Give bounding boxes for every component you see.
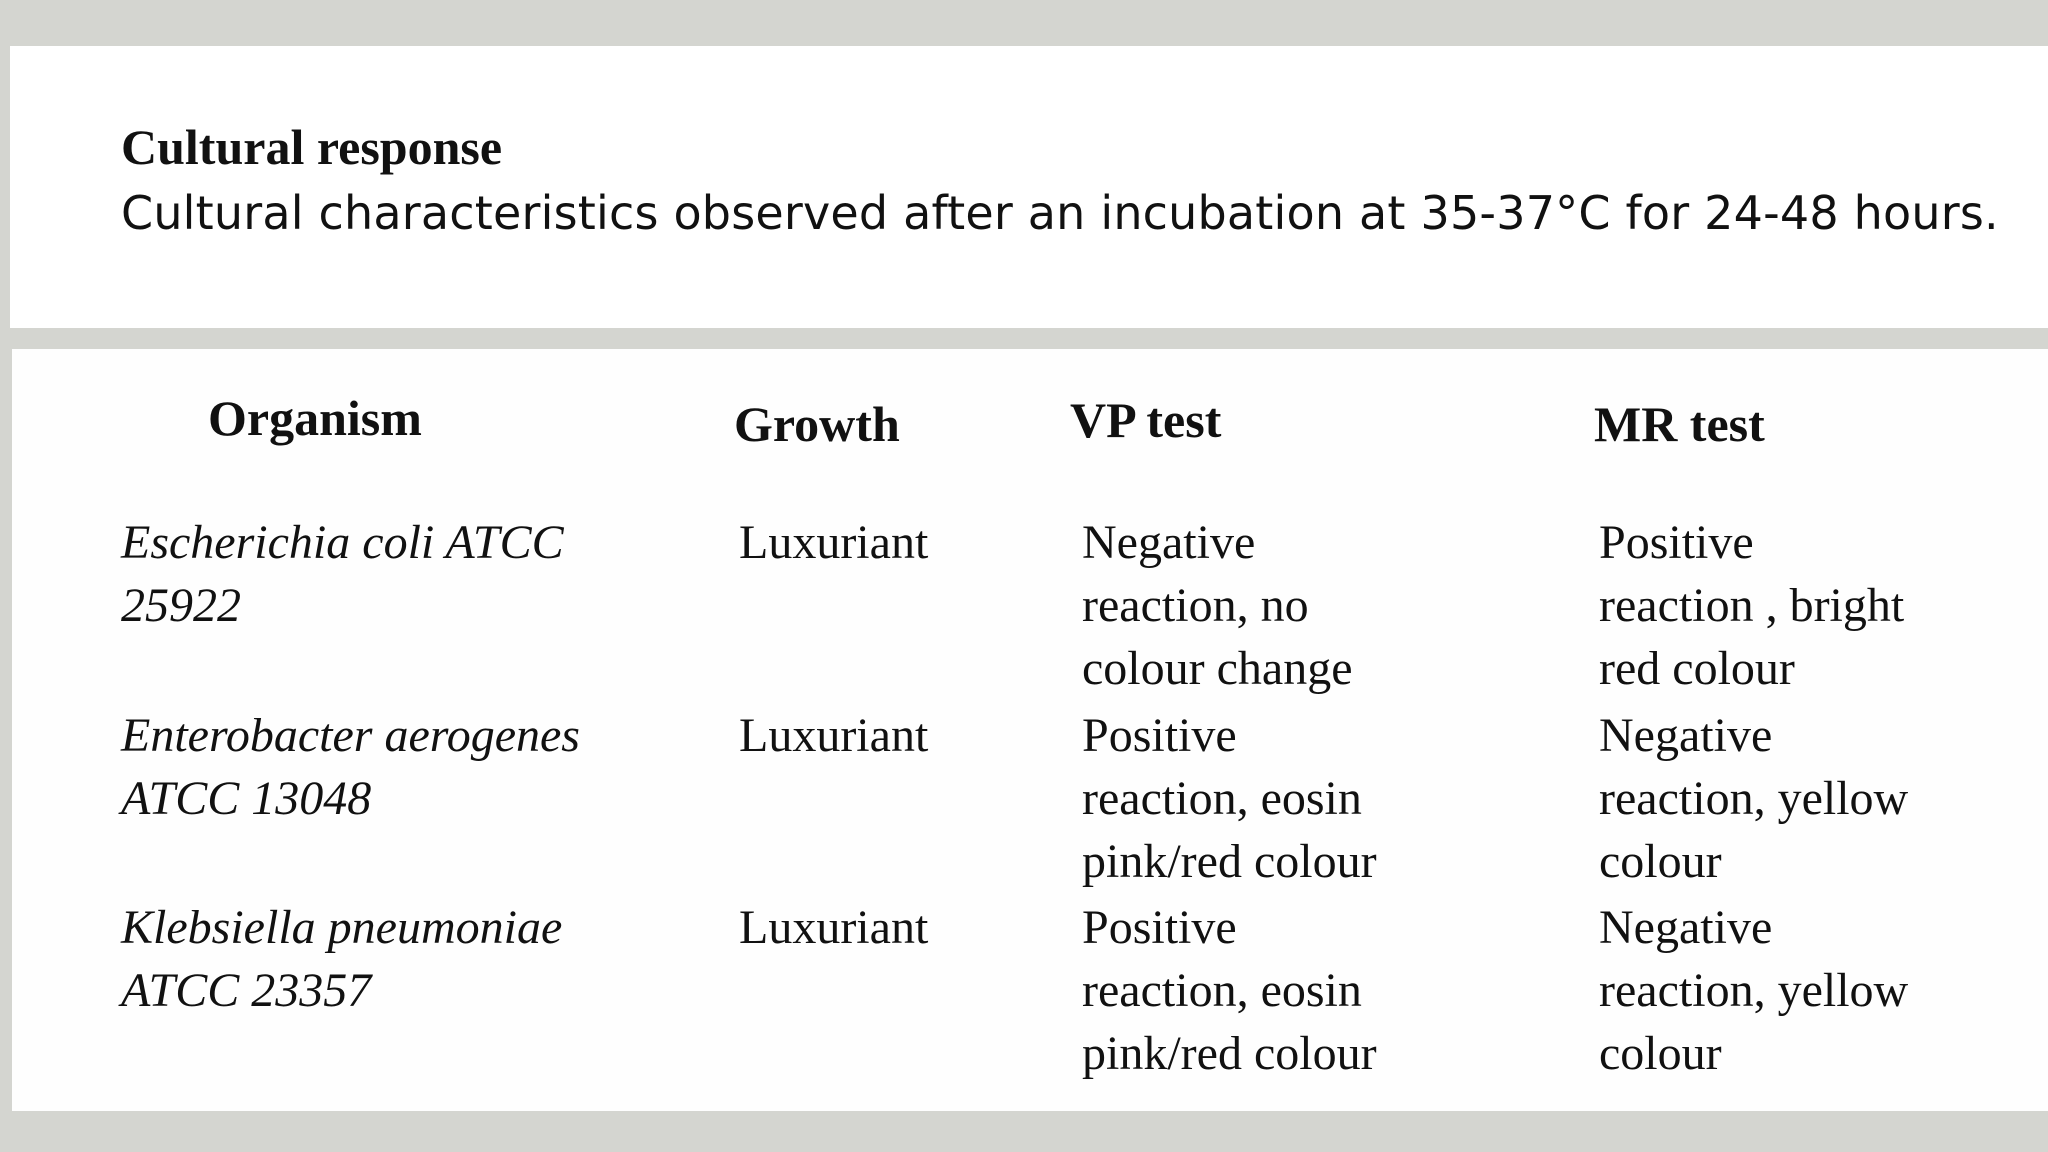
vp-line-2: reaction, eosin — [1082, 772, 1362, 825]
column-header-organism: Organism — [208, 390, 422, 446]
vp-line-3: pink/red colour — [1082, 1027, 1377, 1080]
mr-line-3: colour — [1599, 835, 1722, 888]
table-row-2-mr-test: Negative reaction, yellow colour — [1599, 704, 1908, 893]
organism-strain-line: 25922 — [121, 579, 241, 632]
page-title: Cultural response — [121, 119, 503, 175]
results-table: Organism Growth VP test MR test Escheric… — [12, 349, 2048, 1111]
table-row-3-vp-test: Positive reaction, eosin pink/red colour — [1082, 896, 1377, 1085]
vp-line-2: reaction, no — [1082, 579, 1309, 632]
table-row-2-growth: Luxuriant — [739, 709, 929, 762]
table-row-1-growth: Luxuriant — [739, 516, 929, 569]
column-header-growth: Growth — [734, 396, 900, 452]
organism-name-line: Enterobacter aerogenes — [121, 709, 580, 762]
table-row-2-organism: Enterobacter aerogenes ATCC 13048 — [121, 704, 580, 830]
table-row-1-mr-test: Positive reaction , bright red colour — [1599, 511, 1904, 700]
table-row-3-organism: Klebsiella pneumoniae ATCC 23357 — [121, 896, 562, 1022]
table-row-1-organism: Escherichia coli ATCC 25922 — [121, 511, 564, 637]
mr-line-2: reaction , bright — [1599, 579, 1905, 632]
column-header-mr-test: MR test — [1594, 396, 1765, 452]
column-header-vp-test: VP test — [1070, 392, 1222, 448]
organism-name-line: Escherichia coli ATCC — [121, 516, 564, 569]
mr-line-3: colour — [1599, 1027, 1722, 1080]
vp-line-3: colour change — [1082, 642, 1353, 695]
mr-line-1: Positive — [1599, 516, 1754, 569]
vp-line-1: Negative — [1082, 516, 1256, 569]
mr-line-1: Negative — [1599, 709, 1773, 762]
header-panel: Cultural response Cultural characteristi… — [10, 46, 2048, 328]
table-row-3-growth: Luxuriant — [739, 901, 929, 954]
mr-line-1: Negative — [1599, 901, 1773, 954]
organism-strain-line: ATCC 13048 — [121, 772, 372, 825]
vp-line-1: Positive — [1082, 901, 1237, 954]
table-row-2-vp-test: Positive reaction, eosin pink/red colour — [1082, 704, 1377, 893]
vp-line-3: pink/red colour — [1082, 835, 1377, 888]
vp-line-1: Positive — [1082, 709, 1237, 762]
organism-strain-line: ATCC 23357 — [121, 964, 372, 1017]
organism-name-line: Klebsiella pneumoniae — [121, 901, 563, 954]
page-subtitle: Cultural characteristics observed after … — [121, 186, 1999, 240]
vp-line-2: reaction, eosin — [1082, 964, 1362, 1017]
table-row-3-mr-test: Negative reaction, yellow colour — [1599, 896, 1908, 1085]
mr-line-2: reaction, yellow — [1599, 964, 1909, 1017]
mr-line-3: red colour — [1599, 642, 1795, 695]
table-row-1-vp-test: Negative reaction, no colour change — [1082, 511, 1353, 700]
mr-line-2: reaction, yellow — [1599, 772, 1909, 825]
